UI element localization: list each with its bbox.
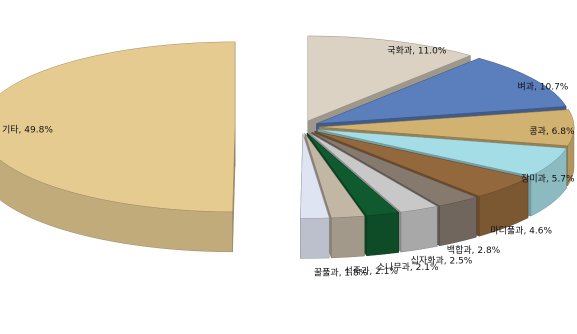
- slice-top: [307, 35, 472, 122]
- slice-9: [300, 133, 330, 259]
- data-label: 마디풀과, 4.6%: [490, 226, 552, 237]
- data-label: 백합과, 2.8%: [447, 245, 501, 256]
- slice-top: [314, 131, 529, 197]
- slice-outer-wall: [400, 206, 438, 253]
- data-label: 꿀풀과, 1.8%: [314, 268, 368, 279]
- data-label: 콩과, 6.8%: [529, 126, 575, 137]
- data-label: 십자화과, 2.5%: [411, 255, 473, 266]
- data-label: 소나무과, 2.1%: [377, 262, 439, 273]
- slice-top: [317, 129, 567, 177]
- slice-top: [304, 133, 365, 219]
- slice-top: [306, 132, 400, 217]
- data-label: 벼과, 10.7%: [517, 80, 568, 92]
- data-label: 석죽과, 2.1%: [345, 266, 399, 277]
- data-label: 장미과, 5.7%: [521, 174, 575, 185]
- data-label: 국화과, 11.0%: [387, 45, 447, 56]
- data-label: 기타, 49.8%: [2, 125, 53, 136]
- slice-top: [311, 132, 478, 207]
- slice-top: [309, 132, 438, 213]
- slice-top: [0, 41, 236, 213]
- slice-10: [0, 41, 236, 253]
- slice-outer-wall: [300, 217, 330, 259]
- slice-top: [316, 57, 567, 124]
- slice-top: [318, 109, 575, 147]
- slice-top: [300, 133, 330, 219]
- slice-outer-wall: [366, 212, 399, 257]
- slice-outer-wall: [331, 215, 365, 259]
